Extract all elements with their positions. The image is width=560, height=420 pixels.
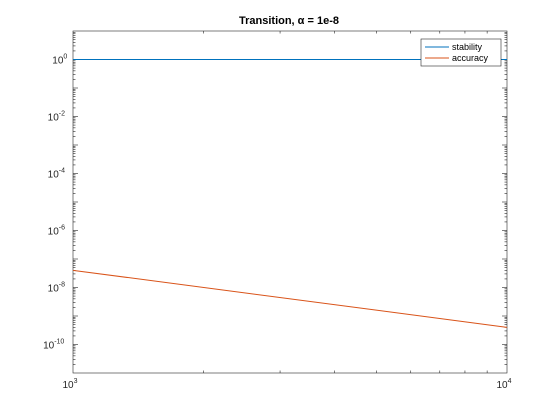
y-tick-label: 10-6 <box>48 225 65 238</box>
legend: stability accuracy <box>420 38 502 67</box>
x-tick-exponent: 4 <box>508 378 512 385</box>
y-tick-label: 10-2 <box>48 111 65 124</box>
y-tick-exponent: 0 <box>63 54 67 61</box>
major-ticks <box>73 59 507 345</box>
y-tick-label: 10-10 <box>43 339 64 352</box>
chart-title: Transition, α = 1e-8 <box>239 15 339 27</box>
legend-label-accuracy: accuracy <box>452 53 489 63</box>
y-tick-label: 10-4 <box>48 168 65 181</box>
series-line-accuracy <box>72 269 508 328</box>
y-tick-labels: 100 10-2 10-4 10-6 10-8 10-10 <box>43 54 67 352</box>
y-tick-label: 10-8 <box>48 282 65 295</box>
x-tick-label: 103 <box>62 378 77 391</box>
x-tick-exponent: 3 <box>74 378 78 385</box>
y-tick-exponent: -6 <box>59 225 65 232</box>
y-tick-exponent: -4 <box>59 168 65 175</box>
minor-ticks <box>73 31 507 373</box>
x-tick-labels: 103 104 <box>62 378 511 391</box>
y-tick-exponent: -8 <box>59 282 65 289</box>
plot-area: 100 10-2 10-4 10-6 10-8 10-10 103 104 <box>43 30 512 391</box>
legend-box <box>420 38 502 67</box>
y-tick-exponent: -2 <box>59 111 65 118</box>
y-tick-label: 100 <box>52 54 67 67</box>
legend-label-stability: stability <box>452 42 483 52</box>
y-tick-exponent: -10 <box>54 339 64 346</box>
x-tick-label: 104 <box>496 378 511 391</box>
axes-box <box>72 30 508 374</box>
